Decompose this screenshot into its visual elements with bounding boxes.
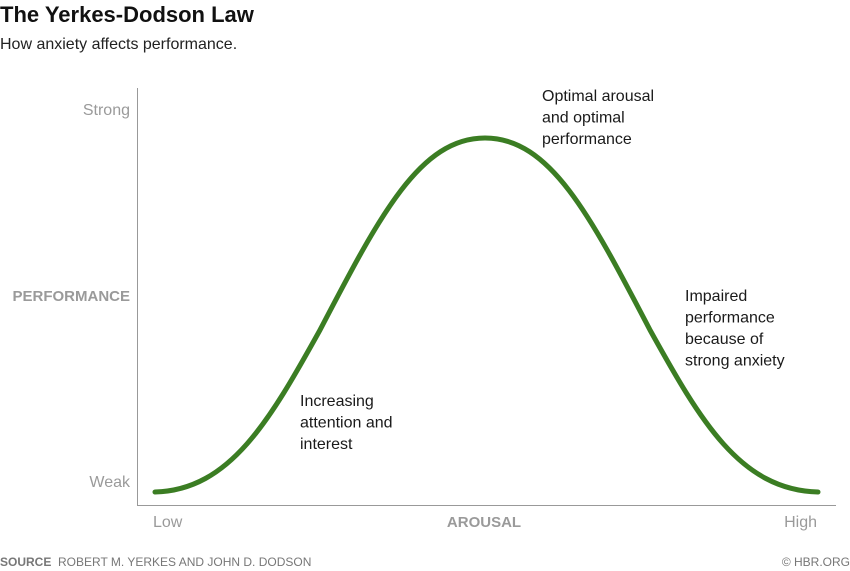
x-axis-title: AROUSAL xyxy=(447,514,521,531)
annotation-line: attention and xyxy=(300,415,393,432)
annotation-line: Increasing xyxy=(300,393,374,410)
curve xyxy=(152,135,821,495)
subtitle: How anxiety affects performance. xyxy=(0,36,237,53)
annotation: Optimal arousal and optimal performance xyxy=(542,88,654,148)
y-axis-title: PERFORMANCE xyxy=(12,288,130,305)
source-label: SOURCE xyxy=(0,555,51,569)
annotation: Impaired performance because of strong anxi… xyxy=(685,288,785,370)
annotation-line: performance xyxy=(685,310,775,327)
annotation-line: Impaired xyxy=(685,288,747,305)
annotation-line: Optimal arousal xyxy=(542,88,654,105)
y-bottom-label: Weak xyxy=(89,474,131,491)
annotation-line: performance xyxy=(542,131,632,148)
annotation-line: because of xyxy=(685,331,764,348)
annotation-line: and optimal xyxy=(542,110,625,127)
annotation: Increasing attention and interest xyxy=(300,393,393,453)
source: ROBERT M. YERKES AND JOHN D. DODSON xyxy=(58,555,311,569)
annotations: Optimal arousal and optimal performanceImp… xyxy=(300,88,785,453)
credit: © HBR.ORG xyxy=(782,555,850,569)
title: The Yerkes-Dodson Law xyxy=(0,2,255,27)
annotation-line: strong anxiety xyxy=(685,353,785,370)
y-top-label: Strong xyxy=(83,102,130,119)
x-right-label: High xyxy=(784,514,817,531)
annotation-line: interest xyxy=(300,436,353,453)
x-left-label: Low xyxy=(153,514,183,531)
